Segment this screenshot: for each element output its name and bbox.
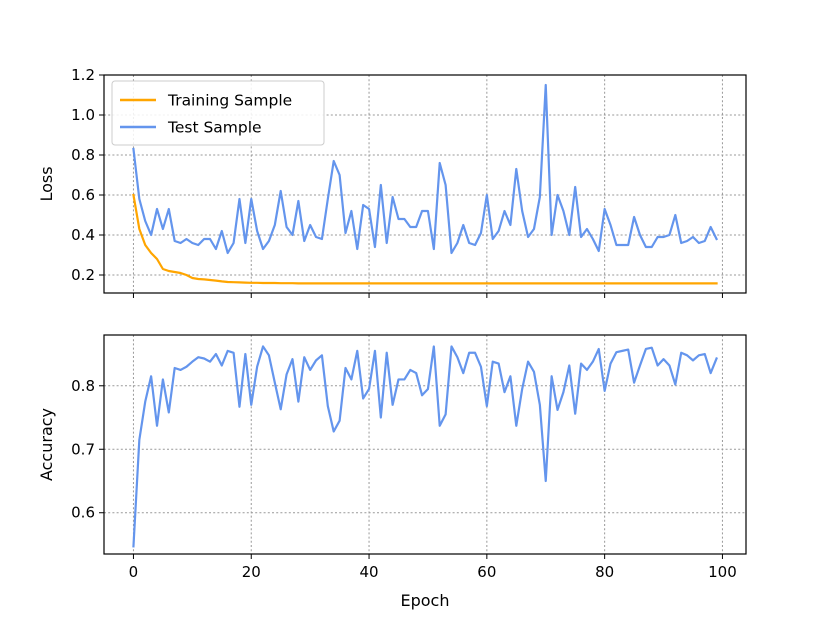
- loss-panel: 0.2 0.4 0.6 0.8 1.0 1.2 Loss Training Sample Tes…: [37, 66, 747, 298]
- y-axis-label: Accuracy: [37, 408, 56, 481]
- y-tick-label: 0.4: [71, 226, 95, 244]
- test-sample-line: [132, 83, 719, 255]
- y-tick-label: 0.6: [71, 186, 95, 204]
- x-tick-label: 60: [477, 563, 496, 581]
- x-tick-label: 20: [242, 563, 261, 581]
- y-tick-label: 0.8: [71, 146, 95, 164]
- accuracy-panel: 0 20 40 60 80 100 0.6 0.7 0.8 Accuracy Epoch: [37, 334, 747, 610]
- series-line: [132, 345, 718, 548]
- y-tick-label: 0.7: [71, 440, 95, 458]
- axes-frame: [103, 74, 747, 294]
- x-tick-label: 40: [359, 563, 378, 581]
- axes-frame: [103, 334, 747, 555]
- legend-label: Test Sample: [167, 119, 262, 137]
- y-tick-label: 1.0: [71, 106, 95, 124]
- y-tick-label: 0.2: [71, 266, 95, 284]
- y-axis-label: Loss: [37, 166, 56, 201]
- x-tick-label: 0: [129, 563, 139, 581]
- legend-label: Training Sample: [167, 92, 292, 110]
- y-tick-label: 1.2: [71, 66, 95, 84]
- training-sample-line: [132, 193, 718, 285]
- y-tick-label: 0.6: [71, 504, 95, 522]
- x-tick-label: 100: [708, 563, 737, 581]
- x-tick-label: 80: [595, 563, 614, 581]
- y-tick-label: 0.8: [71, 377, 95, 395]
- legend-box: [111, 80, 325, 146]
- x-axis-label: Epoch: [401, 591, 450, 610]
